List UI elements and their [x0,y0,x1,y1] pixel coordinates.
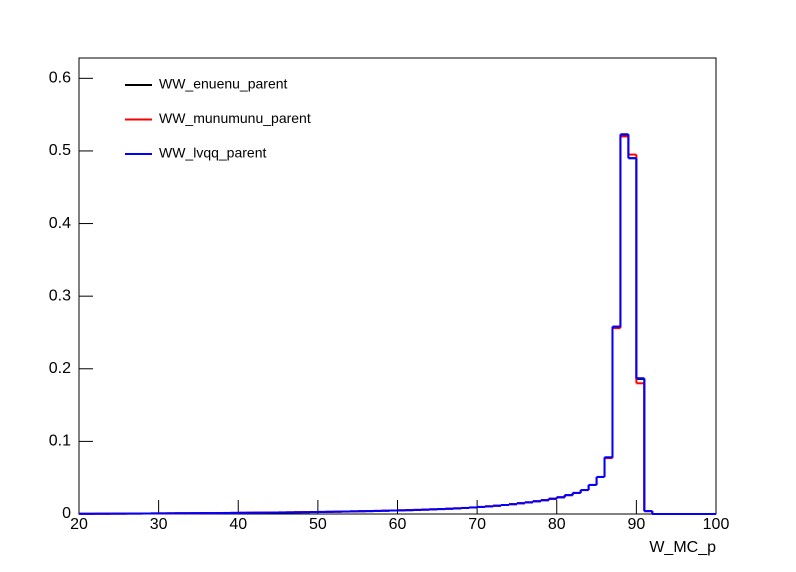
y-tick-label: 0.3 [49,287,71,304]
y-tick-label: 0.4 [49,215,71,232]
x-tick-label: 90 [627,516,645,533]
x-tick-label: 60 [389,516,407,533]
x-tick-label: 100 [703,516,730,533]
x-tick-label: 40 [229,516,247,533]
x-tick-label: 80 [548,516,566,533]
x-tick-label: 70 [468,516,486,533]
y-tick-label: 0 [62,505,71,522]
x-tick-label: 20 [70,516,88,533]
y-tick-label: 0.5 [49,142,71,159]
legend-label: WW_enuenu_parent [159,76,288,92]
y-tick-label: 0.1 [49,433,71,450]
legend-label: WW_munumunu_parent [159,110,311,126]
y-tick-label: 0.6 [49,70,71,87]
x-tick-label: 30 [150,516,168,533]
x-tick-label: 50 [309,516,327,533]
y-tick-label: 0.2 [49,360,71,377]
x-axis-label: W_MC_p [649,539,716,556]
legend-label: WW_lvqq_parent [159,145,266,161]
